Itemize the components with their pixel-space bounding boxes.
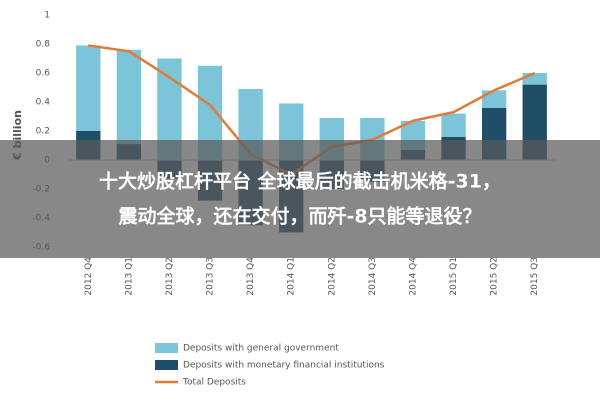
x-tick-label: 2013 Q3 — [206, 257, 216, 296]
y-tick-label: 0.2 — [36, 127, 50, 137]
bar-segment — [116, 49, 142, 145]
x-tick-label: 2014 Q4 — [408, 257, 418, 296]
legend-label: Deposits with monetary financial institu… — [183, 361, 385, 371]
bar-segment — [522, 73, 547, 85]
y-tick-label: 0.6 — [36, 69, 51, 79]
y-tick-label: 0.4 — [36, 98, 51, 108]
legend-label: Deposits with general government — [183, 344, 339, 354]
x-tick-label: 2015 Q1 — [449, 257, 459, 296]
banner-text: 震动全球，还在交付，而歼-8只能等退役？ — [118, 205, 481, 228]
x-tick-label: 2013 Q1 — [124, 257, 134, 296]
bar-segment — [76, 45, 101, 132]
x-tick-label: 2013 Q2 — [165, 257, 175, 296]
x-tick-label: 2013 Q4 — [246, 257, 256, 296]
y-tick-label: 0.8 — [36, 40, 51, 50]
x-tick-label: 2014 Q3 — [368, 257, 378, 296]
x-tick-label: 2015 Q3 — [530, 257, 540, 296]
banner-background — [0, 140, 600, 258]
legend-swatch — [155, 360, 178, 370]
x-tick-label: 2012 Q4 — [84, 257, 94, 296]
x-tick-label: 2014 Q1 — [287, 257, 297, 296]
x-tick-label: 2015 Q2 — [490, 257, 500, 296]
banner-text: 十大炒股杠杆平台 全球最后的截击机米格-31， — [99, 170, 501, 193]
x-tick-label: 2014 Q2 — [327, 257, 337, 296]
bar-segment — [481, 90, 507, 108]
legend-swatch — [155, 343, 178, 353]
y-tick-label: 1 — [44, 11, 50, 21]
bar-segment — [441, 113, 466, 137]
legend-label: Total Deposits — [182, 378, 246, 388]
